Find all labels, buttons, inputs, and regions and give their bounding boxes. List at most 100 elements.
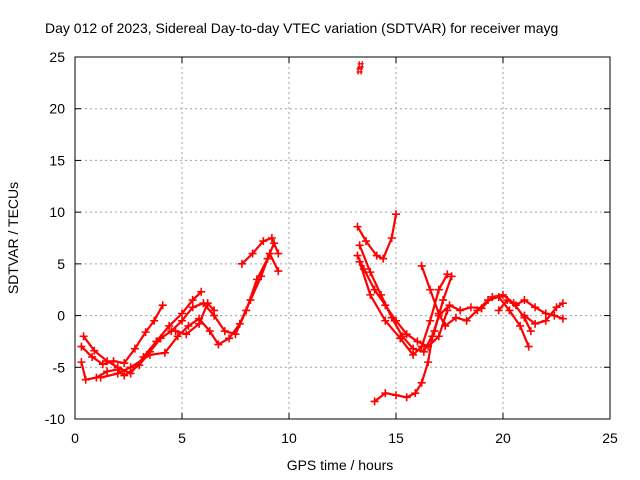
series-track-d [96, 249, 283, 382]
data-point [88, 352, 97, 361]
data-point [541, 309, 550, 318]
data-point [90, 346, 99, 355]
data-point [494, 306, 503, 315]
data-point [419, 347, 428, 356]
data-point [531, 319, 540, 328]
series-line [420, 264, 530, 348]
data-point [499, 290, 507, 299]
data-point [355, 241, 364, 250]
data-point [550, 311, 559, 320]
data-point [456, 306, 465, 315]
data-point [439, 296, 448, 305]
data-point [188, 303, 197, 312]
data-point [524, 342, 533, 351]
series-track-f [237, 234, 283, 268]
x-tick-label: 5 [178, 430, 186, 446]
data-point [353, 251, 362, 260]
data-point [265, 249, 274, 258]
data-point [178, 309, 186, 318]
y-tick-label: 20 [49, 101, 65, 117]
data-point [81, 375, 90, 384]
outlier-points [356, 61, 364, 75]
series-track-b [77, 301, 167, 369]
data-point [77, 342, 86, 351]
grid [75, 57, 610, 419]
data-point [188, 296, 197, 305]
data-point [274, 267, 283, 276]
series-track-i [355, 257, 452, 359]
data-point [355, 257, 364, 266]
data-point [443, 270, 452, 279]
data-point [205, 327, 214, 336]
data-point [220, 327, 229, 336]
data-point [484, 296, 493, 305]
plot-frame [74, 56, 611, 420]
data-point [402, 393, 411, 402]
data-point [466, 303, 475, 312]
data-point [441, 321, 450, 330]
data-point [392, 391, 400, 400]
data-point [152, 337, 161, 346]
data-point [214, 340, 223, 349]
data-point [126, 363, 135, 372]
data-point [413, 337, 422, 346]
data-point [353, 222, 362, 231]
data-point [246, 296, 255, 305]
data-point [171, 327, 180, 336]
x-tick-label: 10 [281, 430, 297, 446]
data-point [503, 296, 512, 305]
data-point [424, 358, 433, 367]
data-point [182, 330, 191, 339]
data-point [473, 306, 482, 315]
y-tick-label: 25 [49, 49, 65, 65]
data-point [434, 285, 443, 294]
data-point [370, 397, 379, 406]
series-track-g [353, 251, 452, 351]
data-point [558, 299, 567, 308]
data-point [165, 321, 174, 330]
data-point [387, 234, 396, 242]
data-point [259, 237, 268, 246]
data-point [434, 309, 443, 318]
series-track-n [520, 299, 567, 328]
y-tick-label: 0 [57, 308, 65, 324]
data-point [257, 272, 266, 281]
data-point [462, 316, 471, 325]
data-point [103, 357, 112, 366]
series-track-m [494, 296, 567, 323]
data-point [210, 306, 219, 315]
data-point [98, 360, 107, 369]
data-point [379, 254, 388, 263]
data-point [531, 303, 540, 312]
data-point [445, 301, 454, 310]
series-track-c [79, 287, 206, 378]
y-axis-title: SDTVAR / TECUs [5, 182, 21, 294]
data-point [145, 350, 154, 359]
data-point [392, 210, 400, 219]
data-point [362, 237, 371, 246]
data-point [225, 334, 234, 343]
data-point [417, 261, 426, 270]
data-point [96, 373, 105, 382]
series-track-l [417, 261, 533, 351]
data-point [516, 321, 525, 330]
y-tick-label: 5 [57, 256, 65, 272]
outlier-point [357, 61, 364, 70]
data-point [103, 367, 112, 376]
series-line [99, 252, 280, 379]
data-point [402, 330, 411, 339]
data-point [387, 313, 396, 322]
x-axis-title: GPS time / hours [287, 457, 394, 473]
data-point [409, 350, 418, 359]
data-point [396, 334, 405, 343]
y-tick-label: 15 [49, 152, 65, 168]
data-point [417, 342, 426, 351]
data-point [381, 316, 390, 325]
data-point [113, 369, 122, 378]
data-point [160, 348, 169, 357]
data-point [428, 332, 437, 341]
data-point [426, 285, 435, 294]
data-point [248, 249, 257, 258]
y-tick-label: -10 [45, 411, 65, 427]
data-point [511, 301, 520, 310]
